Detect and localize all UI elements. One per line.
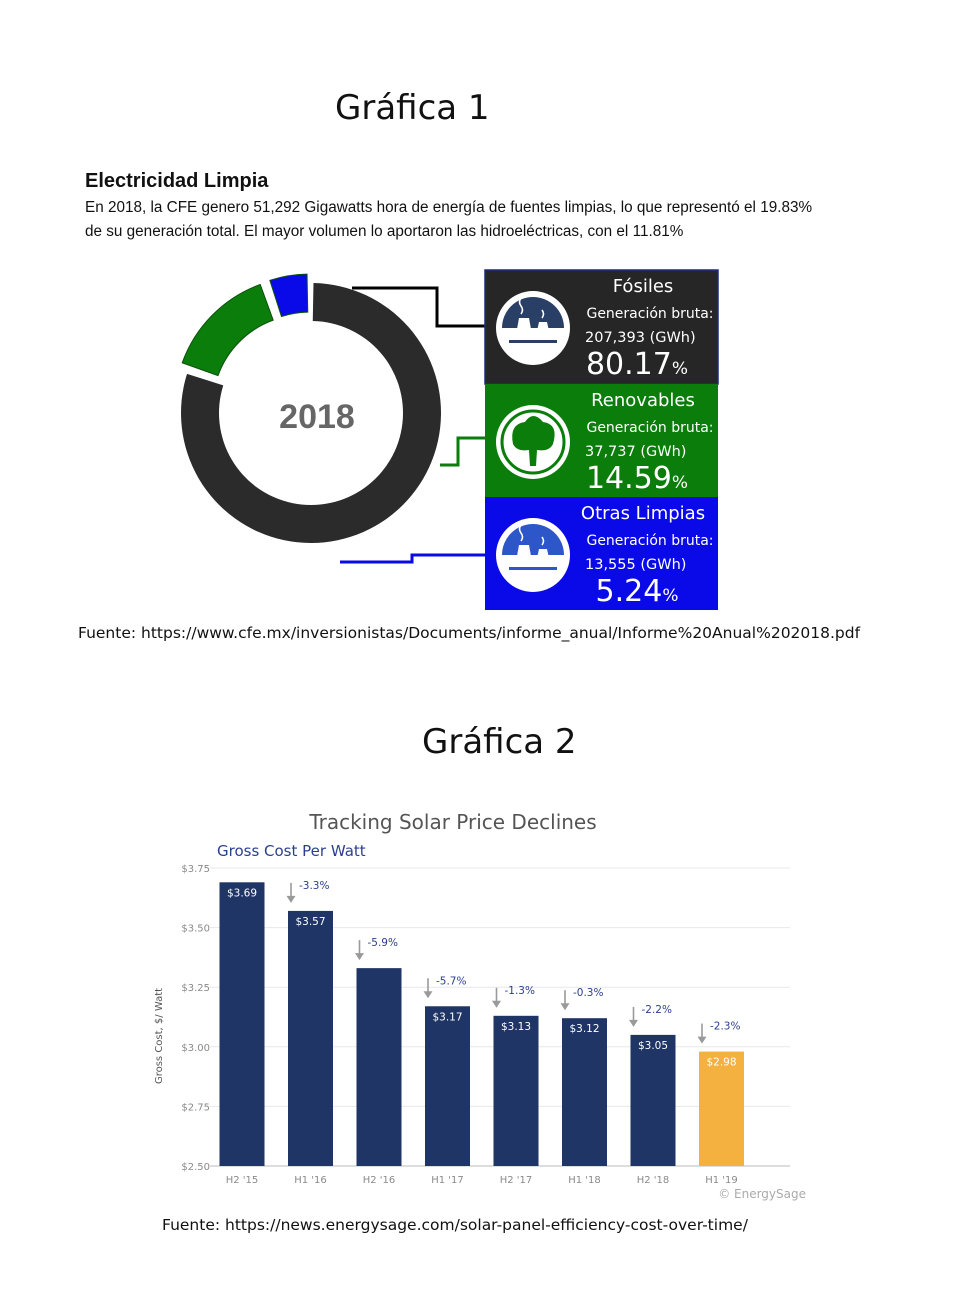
bar-1 (219, 882, 265, 1166)
change-label: -2.3% (710, 1021, 740, 1033)
legend-name-3: Otras Limpias (581, 503, 705, 524)
legend-percent-3: 5.24% (596, 574, 679, 609)
bar-value-label: $3.05 (638, 1040, 668, 1052)
change-arrow-icon (629, 1006, 638, 1027)
y-tick-labels: $2.50 $2.75 $3.00 $3.25 $3.50 $3.75 (181, 864, 210, 1173)
connector-line-1 (352, 286, 485, 328)
x-tick-label: H2 '17 (500, 1175, 533, 1186)
change-arrow-icon (697, 1023, 707, 1044)
y-tick-label: $3.50 (181, 924, 210, 935)
legend-metric-label-2: Generación bruta: (586, 420, 713, 436)
change-label: -0.3% (573, 987, 603, 999)
y-tick-label: $3.25 (181, 983, 210, 994)
bar-2 (288, 910, 333, 1166)
donut-slice-2 (181, 283, 274, 377)
donut-slice-3 (269, 273, 309, 318)
legend-box-2: Renovables Generación bruta: 37,737 (GWh)1… (485, 384, 718, 497)
x-tick-label: H2 '15 (226, 1175, 259, 1186)
change-label: -1.3% (505, 985, 535, 997)
connector-line-2 (440, 436, 485, 467)
x-tick-label: H1 '16 (294, 1175, 327, 1186)
y-tick-label: $2.50 (181, 1162, 210, 1173)
x-tick-label: H2 '18 (637, 1175, 670, 1186)
change-label: -5.9% (368, 937, 398, 949)
y-tick-label: $3.75 (181, 864, 210, 875)
y-axis-label: Gross Cost, $/ Watt (154, 988, 165, 1084)
bar-4 (425, 1006, 470, 1166)
bar-value-label: $2.98 (706, 1057, 736, 1069)
chart2-heading: Gráfica 2 (422, 722, 577, 762)
bar-value-label: $3.57 (295, 916, 325, 928)
legend-box-1: Fósiles Generación bruta: 207,393 (GWh)80.… (484, 269, 719, 385)
bar-chart-subtitle: Gross Cost Per Watt (217, 842, 366, 860)
change-arrow-icon (355, 940, 364, 961)
bar-value-label: $3.12 (569, 1023, 599, 1035)
tree-icon (496, 405, 570, 479)
change-arrow-icon (423, 978, 433, 999)
x-tick-labels: H2 '15 H1 '16 H2 '16 H1 '17 H2 '17 H1 '18 H2 '… (226, 1175, 738, 1186)
legend-name-1: Fósiles (613, 276, 674, 297)
change-arrow-icon (286, 882, 296, 903)
bar-8 (699, 1051, 744, 1166)
bar-value-label: $3.13 (501, 1021, 531, 1033)
donut-chart: 2018 Fósiles Generación bruta: 207,393 (GW… (181, 269, 719, 610)
connector-lines (340, 286, 485, 564)
legend-box-3: Otras Limpias Generación bruta: 13,555 (GW… (485, 497, 718, 610)
connector-line-3 (340, 553, 485, 564)
legend-percent-1: 80.17% (586, 347, 688, 382)
watermark: © EnergySage (718, 1187, 806, 1201)
y-tick-label: $2.75 (181, 1102, 210, 1113)
section-text: En 2018, la CFE genero 51,292 Gigawatts … (85, 199, 813, 240)
legend-gwh-1: 207,393 (GWh) (585, 330, 696, 346)
power-plant-icon (496, 291, 570, 365)
source-1: Fuente: https://www.cfe.mx/inversionista… (78, 624, 861, 642)
x-tick-label: H1 '18 (568, 1175, 601, 1186)
legend-gwh-3: 13,555 (GWh) (585, 557, 686, 573)
x-tick-label: H2 '16 (363, 1175, 396, 1186)
legend-metric-label-1: Generación bruta: (586, 306, 713, 322)
bar-value-label: $3.17 (432, 1011, 462, 1023)
donut-center-label: 2018 (279, 398, 355, 436)
legend-percent-2: 14.59% (586, 461, 688, 496)
legend-metric-label-3: Generación bruta: (586, 533, 713, 549)
donut-slices (181, 273, 442, 543)
bar-7 (630, 1034, 676, 1166)
bar-6 (562, 1018, 607, 1166)
legend-name-2: Renovables (591, 390, 695, 411)
bar-3 (356, 968, 402, 1166)
bar-value-label: $3.69 (227, 887, 257, 899)
change-arrow-icon (560, 990, 570, 1011)
change-label: -3.3% (299, 880, 329, 892)
legend-gwh-2: 37,737 (GWh) (585, 444, 686, 460)
change-label: -5.7% (436, 975, 466, 987)
section-title: Electricidad Limpia (85, 170, 269, 192)
change-arrow-icon (492, 987, 501, 1008)
x-tick-label: H1 '19 (705, 1175, 738, 1186)
bar-5 (493, 1015, 539, 1166)
bar-chart-title: Tracking Solar Price Declines (308, 810, 596, 834)
y-tick-label: $3.00 (181, 1043, 210, 1054)
source-2: Fuente: https://news.energysage.com/sola… (162, 1216, 748, 1234)
legend-boxes: Fósiles Generación bruta: 207,393 (GWh)80.… (484, 269, 719, 610)
x-tick-label: H1 '17 (431, 1175, 464, 1186)
bar-chart: Tracking Solar Price Declines Gross Cost… (154, 810, 806, 1201)
nuclear-plant-icon (496, 518, 570, 592)
change-label: -2.2% (642, 1004, 672, 1016)
bars: $3.69 $3.57 -3.3% -5.9% $3.17 -5.7% $3.13 -1.3%… (219, 880, 744, 1166)
chart1-heading: Gráfica 1 (335, 88, 490, 128)
